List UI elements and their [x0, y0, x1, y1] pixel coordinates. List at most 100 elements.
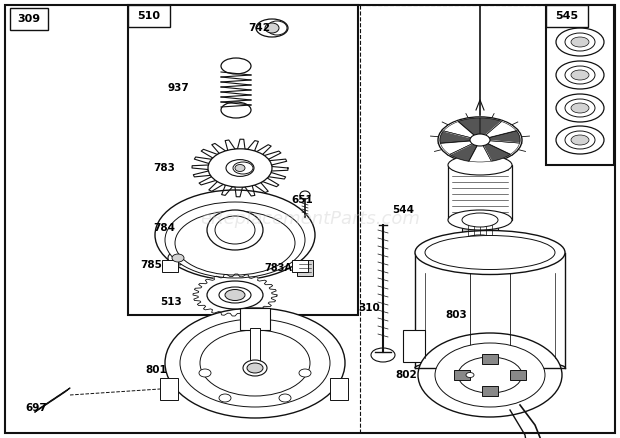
- Ellipse shape: [199, 369, 211, 377]
- Polygon shape: [192, 139, 288, 197]
- Bar: [403, 330, 425, 362]
- Ellipse shape: [207, 210, 263, 250]
- Ellipse shape: [300, 191, 310, 199]
- Text: 697: 697: [25, 403, 46, 413]
- Bar: [240, 308, 270, 330]
- Bar: [482, 354, 498, 364]
- Text: 783A: 783A: [264, 263, 292, 273]
- Ellipse shape: [165, 202, 305, 278]
- Polygon shape: [469, 140, 491, 162]
- Bar: [128, 5, 358, 315]
- Ellipse shape: [219, 287, 251, 303]
- Ellipse shape: [233, 162, 253, 174]
- Bar: [250, 328, 260, 368]
- Ellipse shape: [565, 131, 595, 149]
- Bar: [482, 386, 498, 396]
- Polygon shape: [458, 118, 480, 140]
- Ellipse shape: [458, 357, 522, 393]
- Ellipse shape: [172, 254, 184, 262]
- Bar: [128, 5, 170, 27]
- Ellipse shape: [438, 117, 522, 163]
- Polygon shape: [35, 388, 70, 412]
- Ellipse shape: [571, 70, 589, 80]
- Ellipse shape: [219, 394, 231, 402]
- Ellipse shape: [565, 66, 595, 84]
- Polygon shape: [450, 140, 480, 161]
- Ellipse shape: [221, 58, 251, 74]
- Bar: [546, 5, 614, 165]
- Ellipse shape: [435, 343, 545, 407]
- Ellipse shape: [425, 236, 555, 269]
- Text: 513: 513: [160, 297, 182, 307]
- Ellipse shape: [225, 290, 245, 300]
- Ellipse shape: [466, 372, 474, 378]
- Ellipse shape: [243, 360, 267, 376]
- Ellipse shape: [247, 363, 263, 373]
- Text: 783: 783: [153, 163, 175, 173]
- Ellipse shape: [279, 394, 291, 402]
- Ellipse shape: [371, 348, 395, 362]
- Ellipse shape: [215, 216, 255, 244]
- Polygon shape: [193, 274, 277, 316]
- Bar: [10, 8, 48, 30]
- Text: 802: 802: [395, 370, 417, 380]
- Ellipse shape: [226, 159, 254, 177]
- Ellipse shape: [415, 230, 565, 275]
- Bar: [448, 165, 512, 220]
- Bar: [546, 5, 588, 27]
- Ellipse shape: [180, 319, 330, 407]
- Ellipse shape: [256, 19, 288, 37]
- Ellipse shape: [470, 134, 490, 146]
- Ellipse shape: [200, 330, 310, 396]
- Ellipse shape: [235, 165, 245, 172]
- Ellipse shape: [556, 94, 604, 122]
- Text: 801: 801: [145, 365, 167, 375]
- Ellipse shape: [221, 102, 251, 118]
- Ellipse shape: [207, 281, 263, 309]
- Ellipse shape: [556, 28, 604, 56]
- Ellipse shape: [565, 99, 595, 117]
- Text: 937: 937: [168, 83, 190, 93]
- Bar: [297, 260, 313, 276]
- Ellipse shape: [168, 251, 188, 265]
- Ellipse shape: [155, 190, 315, 280]
- Text: 742: 742: [248, 23, 270, 33]
- Text: 545: 545: [556, 11, 578, 21]
- Polygon shape: [480, 140, 520, 155]
- Bar: [292, 260, 308, 272]
- Ellipse shape: [265, 23, 279, 33]
- Polygon shape: [440, 131, 480, 143]
- Ellipse shape: [448, 155, 512, 175]
- Ellipse shape: [462, 213, 498, 227]
- Ellipse shape: [571, 103, 589, 113]
- Polygon shape: [480, 121, 516, 140]
- Bar: [330, 378, 348, 400]
- Ellipse shape: [565, 33, 595, 51]
- Ellipse shape: [267, 21, 287, 35]
- Polygon shape: [444, 121, 480, 140]
- Bar: [162, 260, 178, 272]
- Ellipse shape: [418, 333, 562, 417]
- Text: 310: 310: [358, 303, 379, 313]
- Text: 651: 651: [291, 195, 312, 205]
- Ellipse shape: [299, 369, 311, 377]
- Text: 510: 510: [138, 11, 161, 21]
- Bar: [510, 370, 526, 380]
- Polygon shape: [480, 140, 510, 161]
- Text: 309: 309: [17, 14, 40, 24]
- Bar: [160, 378, 178, 400]
- Text: 785: 785: [140, 260, 162, 270]
- Ellipse shape: [165, 308, 345, 418]
- Polygon shape: [480, 118, 502, 140]
- Bar: [462, 220, 498, 242]
- Text: 803: 803: [445, 310, 467, 320]
- Polygon shape: [440, 140, 480, 155]
- Text: 544: 544: [392, 205, 414, 215]
- Ellipse shape: [462, 235, 498, 249]
- Ellipse shape: [556, 126, 604, 154]
- Bar: [454, 370, 470, 380]
- Ellipse shape: [571, 37, 589, 47]
- Text: 784: 784: [153, 223, 175, 233]
- Ellipse shape: [556, 61, 604, 89]
- Ellipse shape: [571, 135, 589, 145]
